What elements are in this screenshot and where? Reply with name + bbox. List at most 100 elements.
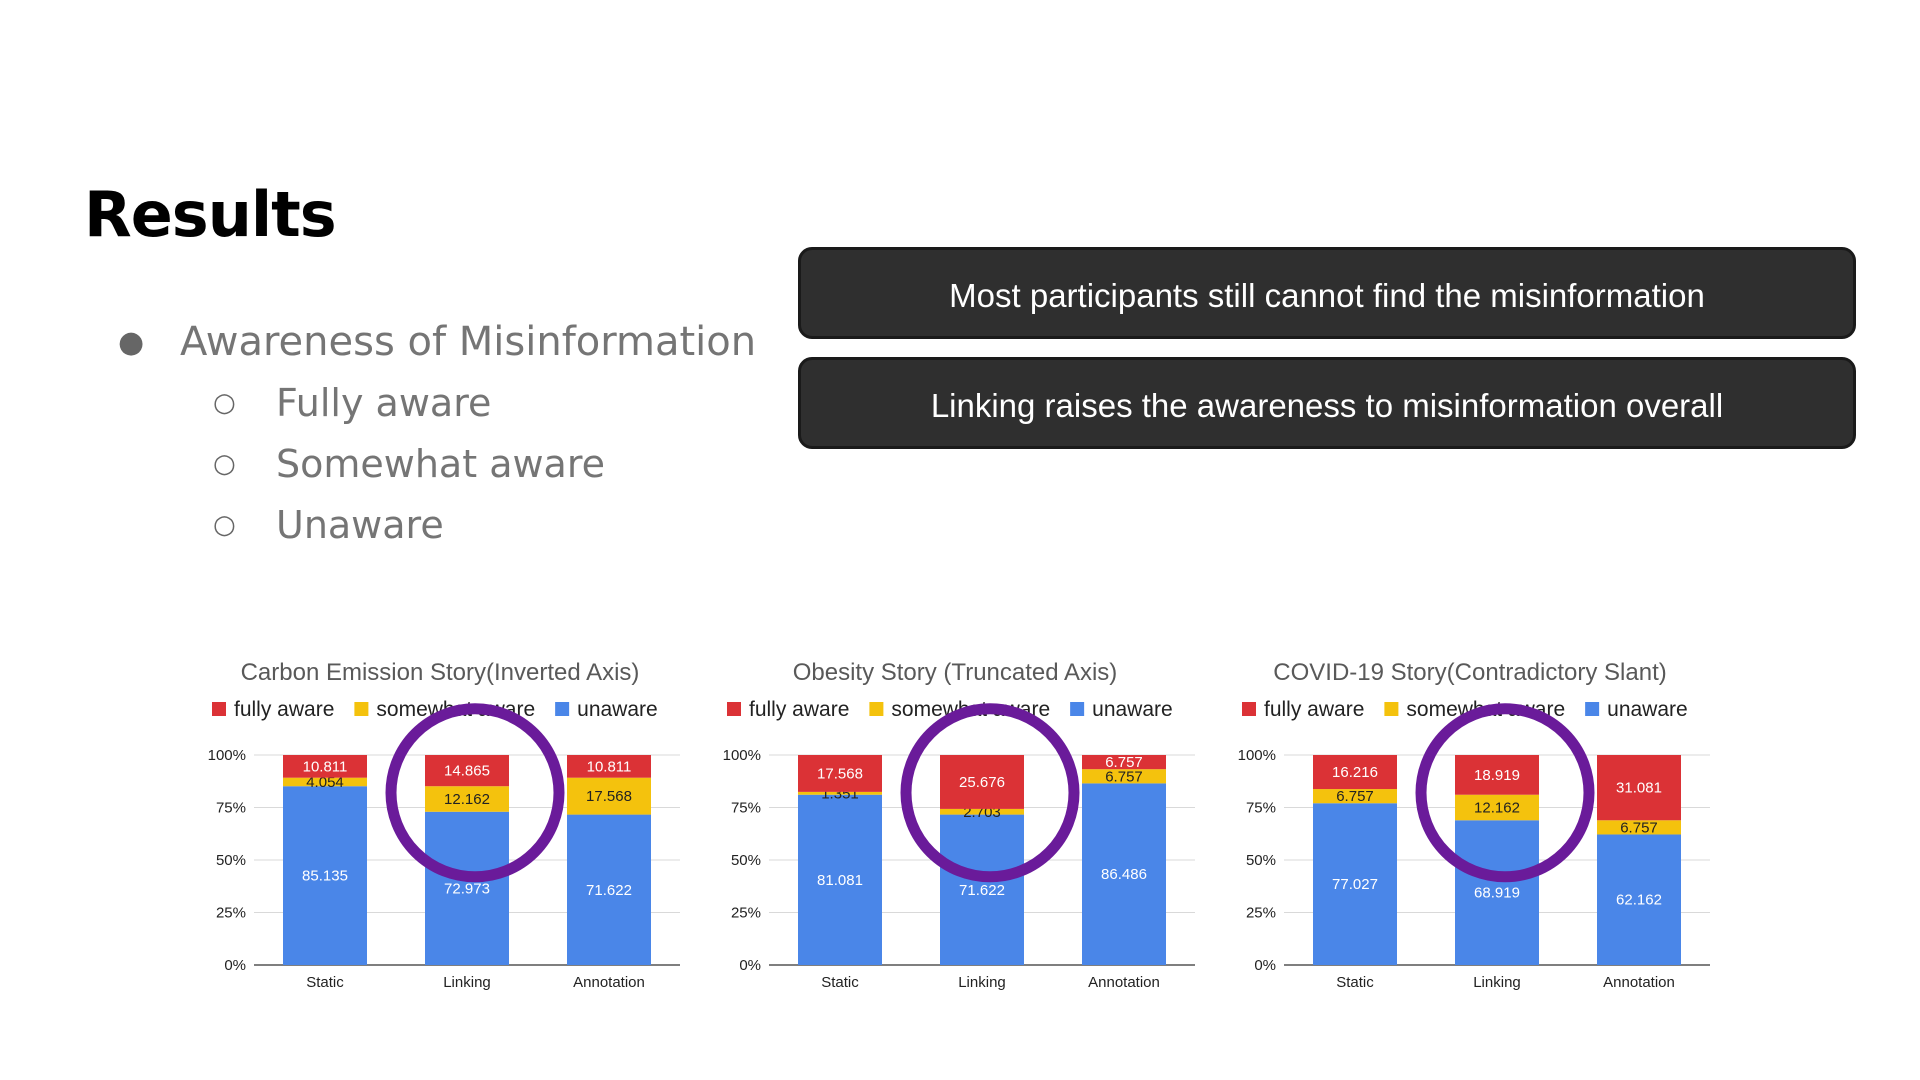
bar-segment — [940, 808, 1024, 815]
y-tick-label: 0% — [739, 957, 761, 974]
callout-box: Linking raises the awareness to misinfor… — [798, 357, 1856, 449]
data-label: 71.622 — [959, 882, 1005, 899]
bar-segment — [283, 755, 367, 778]
data-label: 72.973 — [444, 880, 490, 897]
x-tick-label: Annotation — [1603, 974, 1675, 991]
legend-swatch — [212, 702, 226, 716]
chart-title: COVID-19 Story(Contradictory Slant) — [1273, 659, 1666, 686]
x-tick-label: Linking — [958, 974, 1006, 991]
sub-bullet-text: Somewhat aware — [276, 442, 606, 486]
data-label: 6.757 — [1620, 819, 1658, 836]
bullet-list: ● Awareness of Misinformation ○ Fully aw… — [110, 312, 756, 556]
bar-segment — [1082, 783, 1166, 965]
bullet-item: ● Awareness of Misinformation — [110, 312, 756, 373]
chart-title: Carbon Emission Story(Inverted Axis) — [241, 659, 640, 686]
y-tick-label: 25% — [1246, 905, 1276, 922]
bullet-text: Awareness of Misinformation — [180, 319, 757, 365]
bar-segment — [798, 755, 882, 792]
chart-covid-19: COVID-19 Story(Contradictory Slant) fully… — [1238, 659, 1710, 991]
legend-swatch — [869, 702, 884, 716]
highlight-circle — [900, 703, 1080, 883]
bullet-dot-icon: ● — [118, 325, 145, 360]
data-label: 4.054 — [306, 774, 344, 791]
x-tick-label: Static — [821, 974, 859, 991]
bar-segment — [1455, 820, 1539, 965]
legend-label: fully aware — [1264, 698, 1364, 721]
sub-bullet-item: ○ Somewhat aware — [110, 434, 756, 495]
bar-segment — [567, 814, 651, 965]
x-tick-label: Static — [306, 974, 344, 991]
y-tick-label: 100% — [208, 747, 246, 764]
data-label: 18.919 — [1474, 767, 1520, 784]
bar-segment — [425, 786, 509, 812]
legend-swatch — [555, 702, 570, 716]
bar-segment — [1455, 755, 1539, 795]
x-tick-label: Linking — [1473, 974, 1521, 991]
data-label: 17.568 — [586, 788, 632, 805]
data-label: 17.568 — [817, 765, 863, 782]
bullet-circle-icon: ○ — [213, 449, 236, 479]
legend-label: fully aware — [749, 698, 849, 721]
bar-segment — [283, 786, 367, 965]
y-tick-label: 0% — [1254, 957, 1276, 974]
y-tick-label: 100% — [1238, 747, 1276, 764]
x-tick-label: Static — [1336, 974, 1374, 991]
x-tick-label: Linking — [443, 974, 491, 991]
chart-title: Obesity Story (Truncated Axis) — [793, 659, 1118, 686]
bar-segment — [940, 754, 1024, 809]
y-tick-label: 25% — [731, 905, 761, 922]
bar-segment — [1597, 820, 1681, 835]
legend-swatch — [354, 702, 369, 716]
y-tick-label: 0% — [224, 957, 246, 974]
bullet-circle-icon: ○ — [213, 510, 236, 540]
data-label: 16.216 — [1332, 764, 1378, 781]
data-label: 12.162 — [1474, 800, 1520, 817]
data-label: 6.757 — [1105, 768, 1143, 785]
data-label: 86.486 — [1101, 866, 1147, 883]
legend-label: fully aware — [234, 698, 334, 721]
highlight-circle — [1415, 703, 1595, 883]
legend-swatch — [1384, 702, 1399, 716]
data-label: 68.919 — [1474, 885, 1520, 902]
data-label: 10.811 — [303, 758, 348, 775]
bar-segment — [798, 791, 882, 795]
highlight-circle — [385, 703, 565, 883]
legend-swatch — [1242, 702, 1256, 716]
bar-segment — [425, 811, 509, 965]
bar-segment — [1313, 755, 1397, 790]
bar-segment — [567, 754, 651, 778]
bar-segment — [1313, 789, 1397, 804]
data-label: 85.135 — [302, 868, 348, 885]
legend-swatch — [727, 702, 741, 716]
data-label: 6.757 — [1105, 754, 1143, 771]
sub-bullet-item: ○ Fully aware — [110, 373, 756, 434]
data-label: 31.081 — [1616, 780, 1662, 797]
y-tick-label: 75% — [216, 800, 246, 817]
y-tick-label: 75% — [1246, 800, 1276, 817]
data-label: 6.757 — [1336, 788, 1374, 805]
y-tick-label: 50% — [1246, 852, 1276, 869]
bar-segment — [798, 794, 882, 965]
bar-segment — [1082, 755, 1166, 770]
slide-title: Results — [84, 178, 337, 251]
y-tick-label: 75% — [731, 800, 761, 817]
legend-swatch — [1070, 702, 1085, 716]
data-label: 12.162 — [444, 791, 490, 808]
bar-segment — [1597, 755, 1681, 821]
y-tick-label: 50% — [731, 852, 761, 869]
legend-label: unaware — [1607, 698, 1688, 721]
bar-segment — [940, 814, 1024, 965]
x-tick-label: Annotation — [1088, 974, 1160, 991]
data-label: 10.811 — [587, 758, 632, 775]
bar-segment — [283, 777, 367, 787]
y-tick-label: 100% — [723, 747, 761, 764]
sub-bullet-item: ○ Unaware — [110, 495, 756, 556]
x-tick-label: Annotation — [573, 974, 645, 991]
chart-obesity: Obesity Story (Truncated Axis) fully awar… — [723, 659, 1195, 991]
bar-segment — [1313, 803, 1397, 965]
chart-carbon-emission: Carbon Emission Story(Inverted Axis) full… — [208, 659, 680, 991]
bar-segment — [1082, 769, 1166, 784]
legend-swatch — [1585, 702, 1600, 716]
sub-bullet-text: Unaware — [276, 503, 444, 547]
data-label: 25.676 — [959, 774, 1005, 791]
